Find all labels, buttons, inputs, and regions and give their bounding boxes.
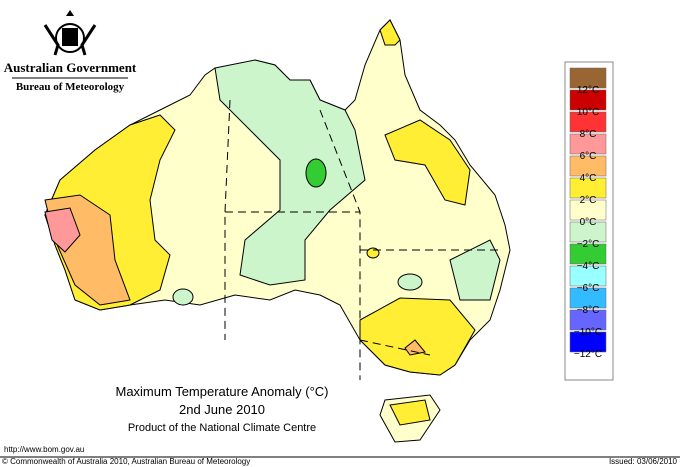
legend-label: −12°C	[574, 349, 602, 360]
legend-label: −8°C	[577, 305, 600, 316]
legend-swatch	[569, 309, 607, 331]
map-product: Product of the National Climate Centre	[128, 422, 316, 434]
legend-swatch	[569, 331, 607, 353]
legend-swatch	[569, 265, 607, 287]
crest	[43, 10, 97, 56]
legend-swatch	[569, 221, 607, 243]
legend-label: −6°C	[577, 283, 600, 294]
bureau: Bureau of Meteorology	[16, 81, 125, 93]
legend-swatch	[569, 89, 607, 111]
legend-label: 4°C	[580, 173, 597, 184]
legend-swatch	[569, 199, 607, 221]
legend-label: −2°C	[577, 239, 600, 250]
map-date: 2nd June 2010	[179, 402, 265, 417]
legend-label: −4°C	[577, 261, 600, 272]
legend-swatch	[569, 67, 607, 89]
legend-label: 6°C	[580, 151, 597, 162]
issued: Issued: 03/06/2010	[609, 457, 678, 466]
legend-frame	[564, 61, 614, 381]
legend-label: 10°C	[577, 107, 599, 118]
legend-swatch	[569, 243, 607, 265]
legend-label: 2°C	[580, 195, 597, 206]
australia-map	[44, 19, 511, 443]
legend-swatch	[569, 177, 607, 199]
legend-swatch	[569, 287, 607, 309]
legend-label: 12°C	[577, 85, 599, 96]
url: http://www.bom.gov.au	[4, 445, 84, 454]
legend: 12°C 10°C 8°C 6°C 4°C 2°C 0°C −2°C −4°C −6°C −8°C −…	[569, 67, 607, 360]
legend-label: −10°C	[574, 327, 602, 338]
agency: Australian Government	[4, 60, 137, 75]
legend-label: 8°C	[580, 129, 597, 140]
map-title: Maximum Temperature Anomaly (°C)	[115, 384, 328, 399]
legend-swatch	[569, 155, 607, 177]
legend-swatch	[569, 133, 607, 155]
legend-label: 0°C	[580, 217, 597, 228]
legend-swatch	[569, 111, 607, 133]
copyright: © Commonwealth of Australia 2010, Austra…	[2, 457, 250, 466]
